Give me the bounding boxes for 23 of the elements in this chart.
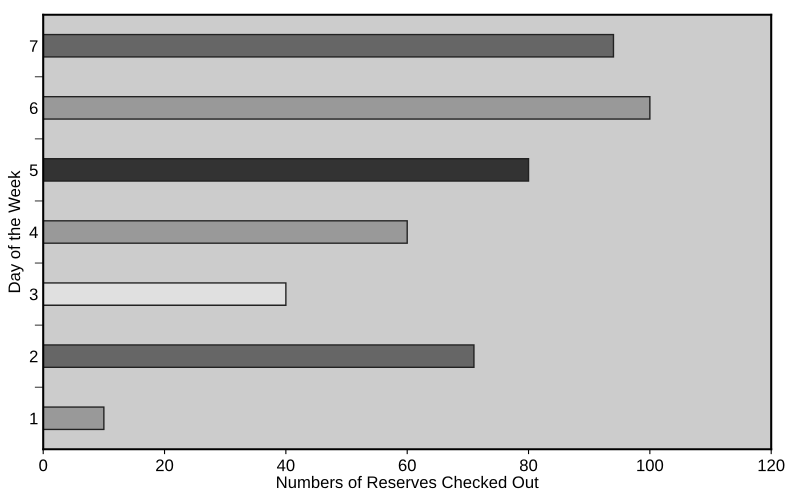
y-tick-label: 7 xyxy=(30,40,38,52)
y-tick-label: 4 xyxy=(29,226,38,238)
x-axis-title: Numbers of Reserves Checked Out xyxy=(277,476,539,488)
x-tick-label: 100 xyxy=(637,459,664,472)
x-tick-label: 120 xyxy=(758,459,784,472)
x-tick-label: 40 xyxy=(276,459,294,472)
bar xyxy=(43,96,651,120)
x-tick-label: 80 xyxy=(520,459,538,472)
bar xyxy=(43,34,614,58)
y-axis-title: Day of the Week xyxy=(8,170,24,292)
x-tick-label: 0 xyxy=(39,459,48,472)
y-tick-label: 1 xyxy=(30,412,38,424)
y-tick-label: 5 xyxy=(30,164,38,176)
y-tick-label: 6 xyxy=(30,102,38,114)
x-tick-label: 20 xyxy=(156,459,174,472)
bar xyxy=(43,406,105,430)
y-tick-label: 3 xyxy=(30,288,38,300)
bar xyxy=(43,344,475,368)
x-tick-label: 60 xyxy=(398,459,416,472)
bar xyxy=(43,220,408,244)
y-tick-label: 2 xyxy=(30,350,38,362)
bar xyxy=(43,282,287,306)
bar xyxy=(43,158,530,182)
